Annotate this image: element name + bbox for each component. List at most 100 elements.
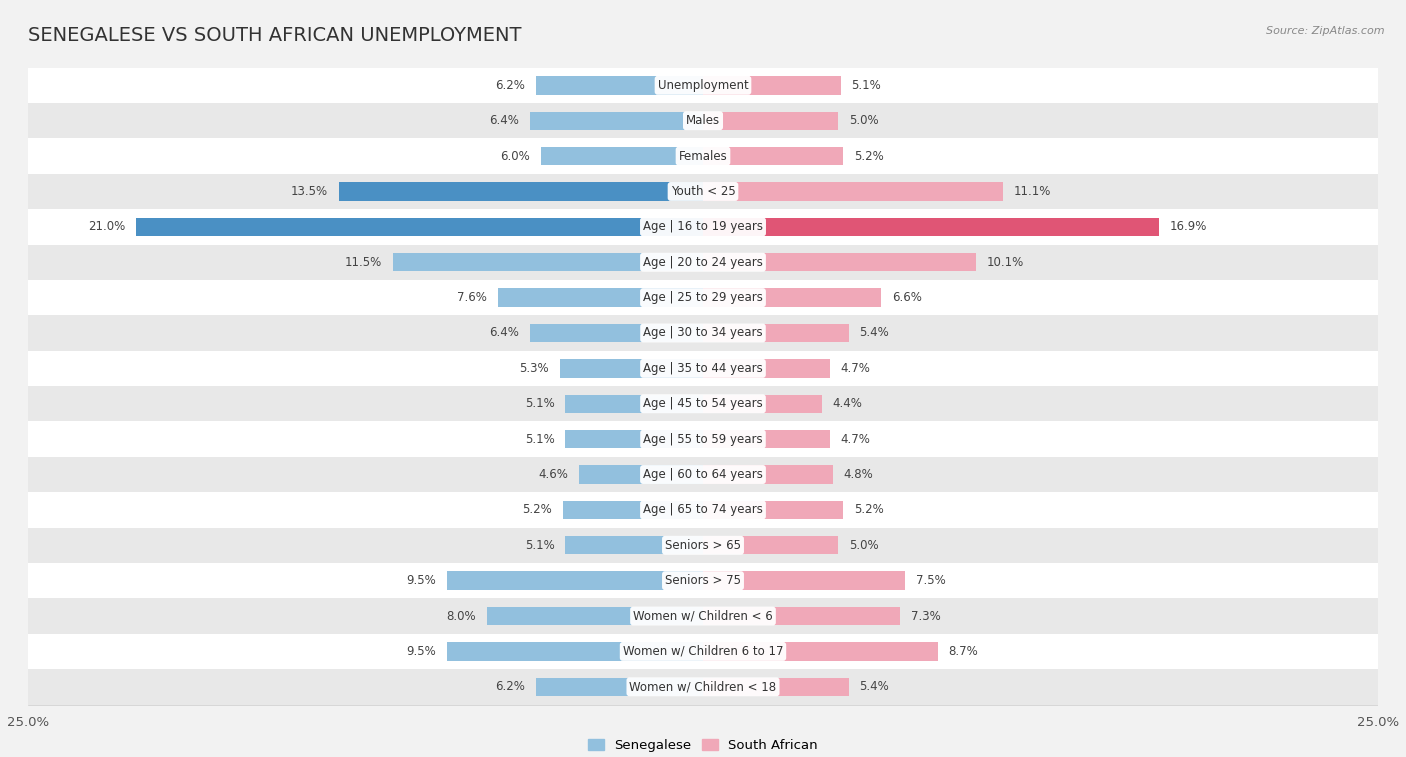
FancyBboxPatch shape	[28, 528, 1378, 563]
Text: 6.6%: 6.6%	[891, 291, 922, 304]
Bar	[530, 324, 703, 342]
Text: 5.2%: 5.2%	[522, 503, 551, 516]
Bar	[579, 466, 703, 484]
Bar	[703, 678, 849, 696]
Text: Women w/ Children < 18: Women w/ Children < 18	[630, 681, 776, 693]
Text: Age | 60 to 64 years: Age | 60 to 64 years	[643, 468, 763, 481]
Text: 5.1%: 5.1%	[524, 539, 554, 552]
Bar	[447, 642, 703, 661]
Text: Age | 45 to 54 years: Age | 45 to 54 years	[643, 397, 763, 410]
Text: 6.4%: 6.4%	[489, 326, 519, 339]
Bar	[560, 359, 703, 378]
FancyBboxPatch shape	[28, 103, 1378, 139]
Bar	[703, 642, 938, 661]
FancyBboxPatch shape	[28, 386, 1378, 422]
Text: Age | 20 to 24 years: Age | 20 to 24 years	[643, 256, 763, 269]
Text: Males: Males	[686, 114, 720, 127]
Text: 5.0%: 5.0%	[849, 539, 879, 552]
Text: 5.2%: 5.2%	[855, 150, 884, 163]
Text: Age | 35 to 44 years: Age | 35 to 44 years	[643, 362, 763, 375]
FancyBboxPatch shape	[28, 209, 1378, 245]
Bar	[536, 678, 703, 696]
FancyBboxPatch shape	[28, 492, 1378, 528]
FancyBboxPatch shape	[28, 316, 1378, 350]
Bar	[703, 111, 838, 130]
Text: Women w/ Children < 6: Women w/ Children < 6	[633, 609, 773, 622]
Bar	[541, 147, 703, 165]
Bar	[703, 182, 1002, 201]
Text: 5.1%: 5.1%	[852, 79, 882, 92]
Bar	[703, 76, 841, 95]
FancyBboxPatch shape	[28, 139, 1378, 174]
Text: 5.1%: 5.1%	[524, 397, 554, 410]
FancyBboxPatch shape	[28, 350, 1378, 386]
Bar	[703, 147, 844, 165]
Bar	[447, 572, 703, 590]
Text: 7.5%: 7.5%	[917, 574, 946, 587]
Bar	[703, 394, 821, 413]
Text: 6.4%: 6.4%	[489, 114, 519, 127]
Text: 5.3%: 5.3%	[519, 362, 550, 375]
Text: 6.2%: 6.2%	[495, 681, 524, 693]
Text: 21.0%: 21.0%	[89, 220, 125, 233]
Bar	[703, 536, 838, 554]
Bar	[703, 466, 832, 484]
Text: Age | 25 to 29 years: Age | 25 to 29 years	[643, 291, 763, 304]
Bar	[703, 253, 976, 272]
FancyBboxPatch shape	[28, 563, 1378, 598]
Legend: Senegalese, South African: Senegalese, South African	[582, 734, 824, 757]
Text: Females: Females	[679, 150, 727, 163]
Text: Women w/ Children 6 to 17: Women w/ Children 6 to 17	[623, 645, 783, 658]
Bar	[703, 324, 849, 342]
Bar	[703, 607, 900, 625]
Text: 6.0%: 6.0%	[501, 150, 530, 163]
Bar	[530, 111, 703, 130]
Text: Seniors > 75: Seniors > 75	[665, 574, 741, 587]
Bar	[565, 394, 703, 413]
FancyBboxPatch shape	[28, 634, 1378, 669]
Text: 5.0%: 5.0%	[849, 114, 879, 127]
Bar	[136, 218, 703, 236]
Bar	[703, 288, 882, 307]
Text: SENEGALESE VS SOUTH AFRICAN UNEMPLOYMENT: SENEGALESE VS SOUTH AFRICAN UNEMPLOYMENT	[28, 26, 522, 45]
FancyBboxPatch shape	[28, 174, 1378, 209]
Text: 9.5%: 9.5%	[406, 574, 436, 587]
Bar	[703, 430, 830, 448]
Text: 4.4%: 4.4%	[832, 397, 862, 410]
Bar	[565, 536, 703, 554]
FancyBboxPatch shape	[28, 598, 1378, 634]
Text: 5.4%: 5.4%	[859, 681, 890, 693]
Bar	[565, 430, 703, 448]
Text: 4.8%: 4.8%	[844, 468, 873, 481]
Text: 4.7%: 4.7%	[841, 433, 870, 446]
Text: 4.6%: 4.6%	[538, 468, 568, 481]
FancyBboxPatch shape	[28, 245, 1378, 280]
Text: 16.9%: 16.9%	[1170, 220, 1208, 233]
Text: Unemployment: Unemployment	[658, 79, 748, 92]
Bar	[339, 182, 703, 201]
Text: 7.3%: 7.3%	[911, 609, 941, 622]
Text: 8.0%: 8.0%	[447, 609, 477, 622]
Text: 7.6%: 7.6%	[457, 291, 486, 304]
Text: 6.2%: 6.2%	[495, 79, 524, 92]
Text: Age | 30 to 34 years: Age | 30 to 34 years	[643, 326, 763, 339]
Bar	[562, 500, 703, 519]
FancyBboxPatch shape	[28, 669, 1378, 705]
Text: 13.5%: 13.5%	[291, 185, 328, 198]
FancyBboxPatch shape	[28, 67, 1378, 103]
Bar	[486, 607, 703, 625]
Bar	[392, 253, 703, 272]
Bar	[536, 76, 703, 95]
Text: 9.5%: 9.5%	[406, 645, 436, 658]
Text: Seniors > 65: Seniors > 65	[665, 539, 741, 552]
Text: 10.1%: 10.1%	[987, 256, 1024, 269]
Bar	[703, 359, 830, 378]
Text: Age | 65 to 74 years: Age | 65 to 74 years	[643, 503, 763, 516]
Text: 11.5%: 11.5%	[344, 256, 382, 269]
Bar	[703, 500, 844, 519]
Text: 5.4%: 5.4%	[859, 326, 890, 339]
Text: 8.7%: 8.7%	[949, 645, 979, 658]
Bar	[703, 572, 905, 590]
Text: Youth < 25: Youth < 25	[671, 185, 735, 198]
FancyBboxPatch shape	[28, 280, 1378, 316]
